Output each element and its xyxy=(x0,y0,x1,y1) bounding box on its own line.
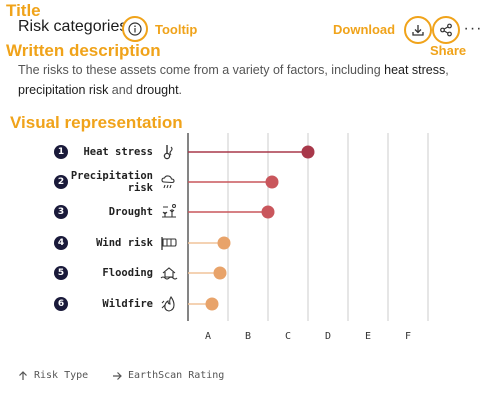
x-tick-label: B xyxy=(244,331,252,342)
share-icon xyxy=(440,23,452,37)
row-number-badge: 4 xyxy=(54,236,68,250)
annotation-title: Title xyxy=(6,1,41,20)
arrow-up-icon xyxy=(19,370,27,380)
lollipop-point[interactable] xyxy=(265,175,279,189)
legend-x: EarthScan Rating xyxy=(112,370,224,381)
annotation-share: Share xyxy=(430,43,467,58)
description-comma: , xyxy=(445,63,449,77)
wind-icon xyxy=(161,237,177,250)
lollipop-point[interactable] xyxy=(261,205,275,219)
more-options-button[interactable]: ··· xyxy=(463,20,483,37)
x-tick-label: F xyxy=(404,331,412,342)
annotation-visual-representation: Visual representation xyxy=(10,113,183,132)
download-button[interactable] xyxy=(404,16,432,44)
description-text: The risks to these assets come from a va… xyxy=(18,63,385,77)
thermometer-icon xyxy=(163,145,173,160)
share-button[interactable] xyxy=(432,16,460,44)
row-label: Wind risk xyxy=(96,237,153,249)
written-description: The risks to these assets come from a va… xyxy=(18,60,488,100)
legend-y-label: Risk Type xyxy=(34,370,89,381)
row-number-badge: 6 xyxy=(54,297,68,311)
legend-y: Risk Type xyxy=(18,370,88,381)
lollipop-point[interactable] xyxy=(217,236,231,250)
lollipop-point[interactable] xyxy=(205,297,219,311)
annotation-download: Download xyxy=(333,22,396,37)
legend-x-label: EarthScan Rating xyxy=(128,370,225,381)
page-title: Risk categories xyxy=(18,18,128,35)
row-number-badge: 3 xyxy=(54,205,68,219)
flood-icon xyxy=(160,267,178,280)
annotation-written-description: Written description xyxy=(6,41,161,60)
tooltip-button[interactable] xyxy=(122,16,148,42)
row-label: Drought xyxy=(108,206,153,218)
row-number-badge: 5 xyxy=(54,266,68,280)
rain-cloud-icon xyxy=(161,175,175,189)
x-tick-label: D xyxy=(324,331,332,342)
description-highlight-heat: heat stress xyxy=(384,63,446,77)
title-row: Risk categories xyxy=(18,18,127,36)
download-icon xyxy=(412,25,424,36)
description-period: . xyxy=(178,83,183,97)
wildfire-icon xyxy=(161,296,175,312)
description-highlight-drought: drought xyxy=(136,83,179,97)
lollipop-point[interactable] xyxy=(301,145,315,159)
x-tick-label: E xyxy=(364,331,372,342)
row-label: Precipitation risk xyxy=(70,170,153,194)
row-number-badge: 2 xyxy=(54,175,68,189)
row-label: Wildfire xyxy=(102,298,153,310)
description-highlight-precip: precipitation risk xyxy=(18,83,109,97)
row-number-badge: 1 xyxy=(54,145,68,159)
x-tick-label: A xyxy=(204,331,212,342)
lollipop-point[interactable] xyxy=(213,266,227,280)
info-icon xyxy=(128,22,142,36)
row-label: Flooding xyxy=(102,267,153,279)
arrow-right-icon xyxy=(113,371,122,380)
drought-icon xyxy=(162,204,176,218)
annotation-tooltip: Tooltip xyxy=(155,22,198,37)
row-label: Heat stress xyxy=(83,146,153,158)
x-tick-label: C xyxy=(284,331,292,342)
description-and: and xyxy=(108,83,137,97)
